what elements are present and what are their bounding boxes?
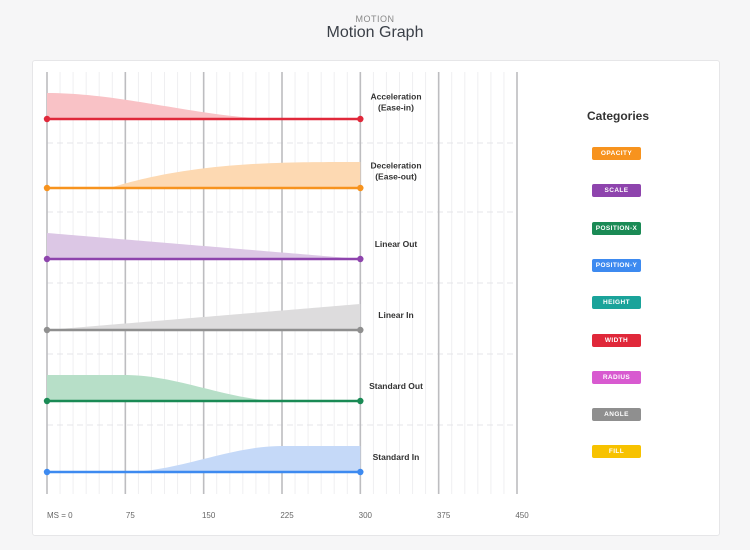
legend-badge-fill[interactable]: FILL xyxy=(592,445,641,459)
series-end-dot-3 xyxy=(357,326,364,334)
legend-badge-position-y[interactable]: POSITION-Y xyxy=(592,258,641,272)
series-end-dot-1 xyxy=(357,184,364,192)
series-start-dot-0 xyxy=(43,115,51,123)
series-label: Standard In xyxy=(373,452,420,462)
series-area-2 xyxy=(47,233,361,259)
series-label: Linear Out xyxy=(375,239,418,249)
legend-badge-opacity[interactable]: OPACITY xyxy=(592,147,641,160)
series-label: (Ease-out) xyxy=(375,172,417,182)
legend-badge-height[interactable]: HEIGHT xyxy=(592,296,641,310)
series-start-dot-3 xyxy=(43,326,51,334)
series-start-dot-4 xyxy=(43,397,51,405)
series-label: Linear In xyxy=(378,310,413,320)
series-start-dot-1 xyxy=(43,184,51,192)
x-tick-label: 150 xyxy=(202,511,216,520)
series-area-3 xyxy=(47,304,361,330)
series-area-5 xyxy=(47,446,361,472)
legend-badge-scale[interactable]: SCALE xyxy=(592,184,641,198)
series-start-dot-2 xyxy=(43,255,51,263)
series-label: (Ease-in) xyxy=(378,103,414,113)
series-end-dot-5 xyxy=(357,468,364,476)
series-start-dot-5 xyxy=(43,468,51,476)
series-area-0 xyxy=(47,93,361,119)
series-end-dot-0 xyxy=(357,115,364,123)
x-tick-label: 300 xyxy=(359,511,373,520)
series-area-4 xyxy=(47,375,361,401)
series-label: Acceleration xyxy=(370,92,421,102)
series-end-dot-4 xyxy=(357,397,364,405)
x-tick-label: 75 xyxy=(126,511,135,520)
page-eyebrow: MOTION xyxy=(355,14,395,24)
legend-badge-position-x[interactable]: POSITION-X xyxy=(592,221,641,235)
x-tick-label: 225 xyxy=(280,511,294,520)
series-end-dot-2 xyxy=(357,255,364,263)
legend-badge-radius[interactable]: RADIUS xyxy=(592,370,641,384)
x-tick-label: 375 xyxy=(437,511,451,520)
legend-badge-angle[interactable]: ANGLE xyxy=(592,408,641,422)
legend-title: Categories xyxy=(586,109,650,123)
page-title: Motion Graph xyxy=(326,24,424,41)
series-area-1 xyxy=(47,162,361,188)
x-tick-label: MS = 0 xyxy=(47,511,73,520)
series-label: Deceleration xyxy=(370,161,421,171)
x-tick-label: 450 xyxy=(515,511,529,520)
series-label: Standard Out xyxy=(369,381,423,391)
legend-badge-width[interactable]: WIDTH xyxy=(592,333,641,347)
